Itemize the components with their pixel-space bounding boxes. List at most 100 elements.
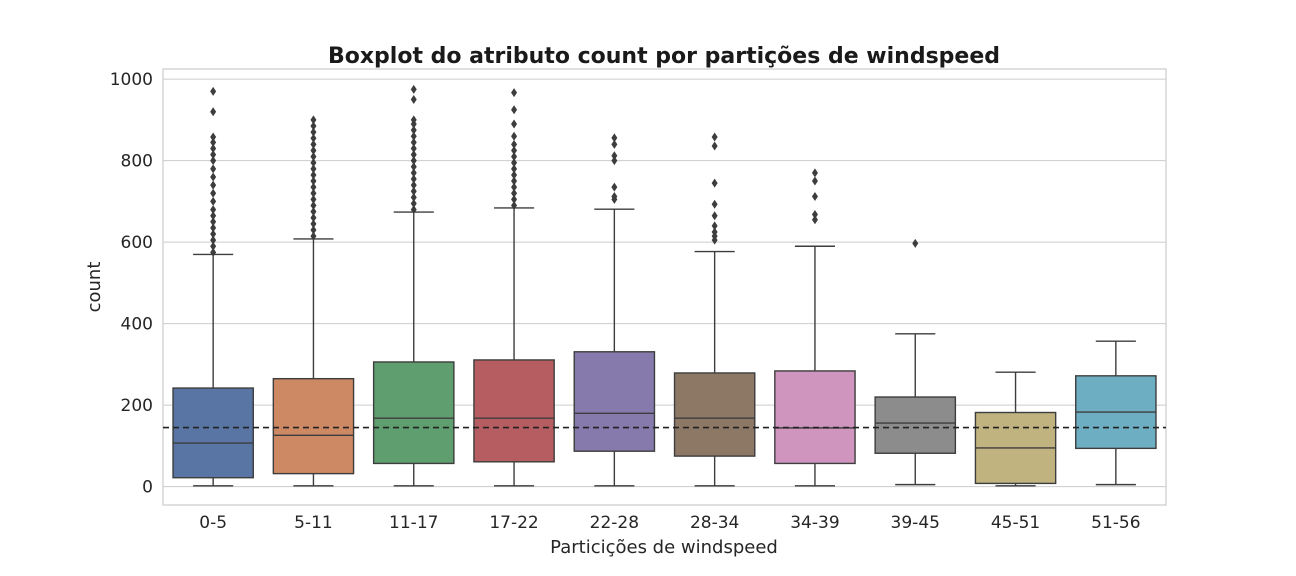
outlier-point [811,215,818,225]
outlier-point [711,211,718,221]
box-28-34 [673,132,756,487]
outlier-point [210,143,217,153]
outlier-point [210,164,217,174]
outlier-point [410,125,417,135]
outlier-point [310,145,317,155]
box-45-51 [974,371,1057,487]
y-tick-label: 200 [121,396,153,416]
x-tick-label: 34-39 [790,513,839,533]
outlier-point [310,170,317,180]
outlier-point [210,156,217,166]
chart-title: Boxplot do atributo count por partições … [328,44,1000,69]
outlier-point [611,139,618,149]
box-iqr [473,359,555,463]
outlier-point [912,238,919,248]
box-5-11 [272,115,355,487]
outlier-point [511,176,518,186]
outlier-point [410,84,417,94]
outlier-point [511,182,518,192]
box-iqr [272,377,355,475]
outlier-point [310,158,317,168]
x-tick-label: 0-5 [199,513,227,533]
y-tick-label: 600 [121,233,153,253]
outlier-point [811,176,818,186]
outlier-point [310,152,317,162]
x-tick-label: 22-28 [590,513,639,533]
outlier-point [511,152,518,162]
outlier-point [611,192,618,202]
outlier-point [410,205,417,215]
y-tick-label: 400 [121,315,153,335]
x-tick-label: 11-17 [389,513,438,533]
outlier-point [210,205,217,215]
outlier-point [410,174,417,184]
outlier-point [511,188,518,198]
outlier-point [711,227,718,237]
outlier-point [310,225,317,235]
box-0-5 [172,86,254,487]
outlier-point [310,133,317,143]
outlier-point [210,180,217,190]
x-tick-label: 51-56 [1091,513,1140,533]
outlier-point [310,201,317,211]
y-tick-label: 1000 [110,70,153,90]
outlier-point [210,172,217,182]
outlier-point [511,158,518,168]
outlier-point [811,192,818,202]
outlier-point [410,143,417,153]
outlier-point [310,121,317,131]
outlier-point [210,137,217,147]
outlier-point [310,139,317,149]
box-iqr [372,361,455,465]
outlier-point [611,151,618,161]
outlier-point [511,119,518,129]
outlier-point [210,241,217,251]
boxes [172,84,1157,487]
outlier-point [310,207,317,217]
x-tick-label: 45-51 [991,513,1040,533]
y-tick-labels: 0 200 400 600 800 1000 [110,70,153,497]
outlier-point [711,132,718,142]
outlier-point [711,178,718,188]
outlier-point [410,192,417,202]
box-34-39 [774,168,856,487]
outlier-point [711,221,718,231]
box-iqr [172,387,254,479]
outlier-point [310,115,317,125]
x-tick-label: 28-34 [690,513,739,533]
x-tick-label: 5-11 [294,513,333,533]
outlier-point [210,211,217,221]
outlier-point [210,150,217,160]
outlier-point [410,137,417,147]
outlier-point [210,188,217,198]
outlier-point [210,229,217,239]
outlier-point [511,201,518,211]
outlier-point [310,188,317,198]
outlier-point [310,176,317,186]
box-iqr [573,351,656,452]
box-iqr [774,370,856,465]
x-tick-label: 17-22 [489,513,538,533]
outlier-point [410,131,417,141]
outlier-point [210,107,217,117]
outlier-point [611,182,618,192]
outlier-point [611,156,618,166]
outlier-point [511,145,518,155]
outlier-point [511,170,518,180]
box-17-22 [473,88,555,487]
outlier-point [210,223,217,233]
outlier-point [310,194,317,204]
outlier-point [410,150,417,160]
y-tick-label: 0 [142,478,153,498]
outlier-point [811,209,818,219]
outlier-point [310,219,317,229]
x-tick-labels: 0-5 5-11 11-17 17-22 22-28 28-34 34-39 39-45 45-… [199,513,1140,533]
y-tick-label: 800 [121,152,153,172]
box-39-45 [874,238,957,486]
outlier-point [310,127,317,137]
outlier-point [410,168,417,178]
outlier-point [210,86,217,96]
outlier-point [410,180,417,190]
box-22-28 [573,133,656,487]
